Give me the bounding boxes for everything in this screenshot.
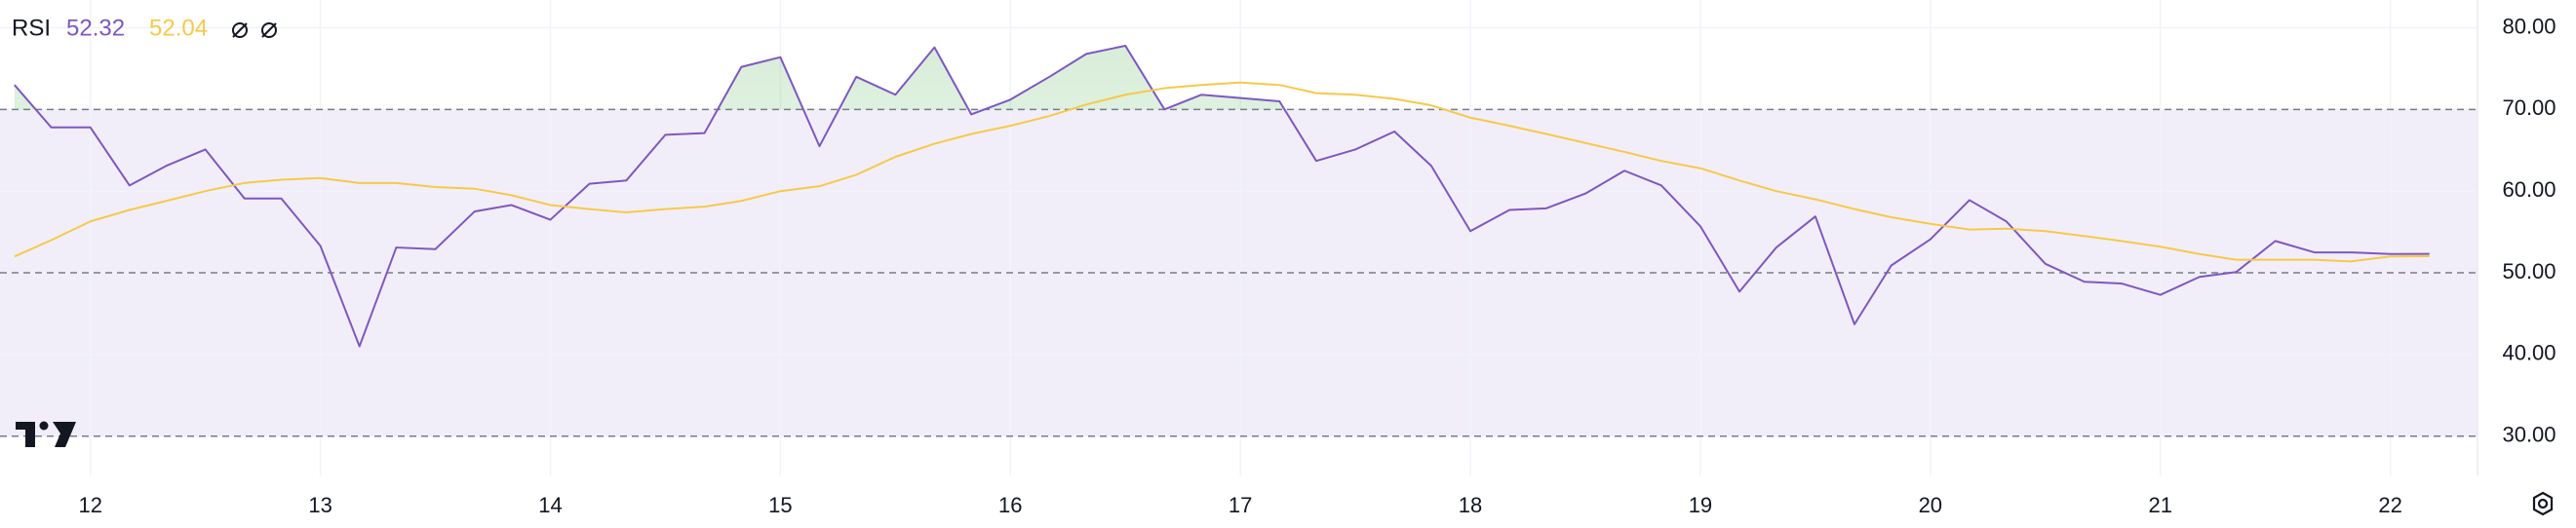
x-tick-label: 21	[2148, 493, 2171, 517]
y-tick-label: 80.00	[2502, 14, 2556, 38]
settings-icon[interactable]	[2532, 491, 2554, 516]
tradingview-logo	[16, 421, 76, 447]
legend: RSI 52.32 52.04	[12, 15, 277, 41]
x-tick-label: 20	[1919, 493, 1942, 517]
na-icon	[232, 22, 277, 38]
rsi-line	[14, 44, 2430, 348]
x-tick-label: 12	[78, 493, 101, 517]
legend-value: 52.32	[66, 15, 125, 41]
x-tick-label: 17	[1229, 493, 1252, 517]
rsi-ma-line	[14, 81, 2430, 263]
y-tick-label: 50.00	[2502, 259, 2556, 283]
x-tick-label: 19	[1689, 493, 1712, 517]
indicator-name: RSI	[12, 15, 51, 41]
x-tick-label: 16	[998, 493, 1022, 517]
x-tick-label: 13	[308, 493, 332, 517]
legend-value: 52.04	[149, 15, 208, 41]
x-tick-label: 18	[1459, 493, 1482, 517]
x-tick-label: 14	[538, 493, 562, 517]
y-tick-label: 30.00	[2502, 423, 2556, 447]
y-tick-label: 70.00	[2502, 95, 2556, 120]
y-tick-label: 60.00	[2502, 177, 2556, 202]
y-tick-label: 40.00	[2502, 341, 2556, 365]
x-tick-label: 15	[768, 493, 792, 517]
x-tick-label: 22	[2378, 493, 2401, 517]
